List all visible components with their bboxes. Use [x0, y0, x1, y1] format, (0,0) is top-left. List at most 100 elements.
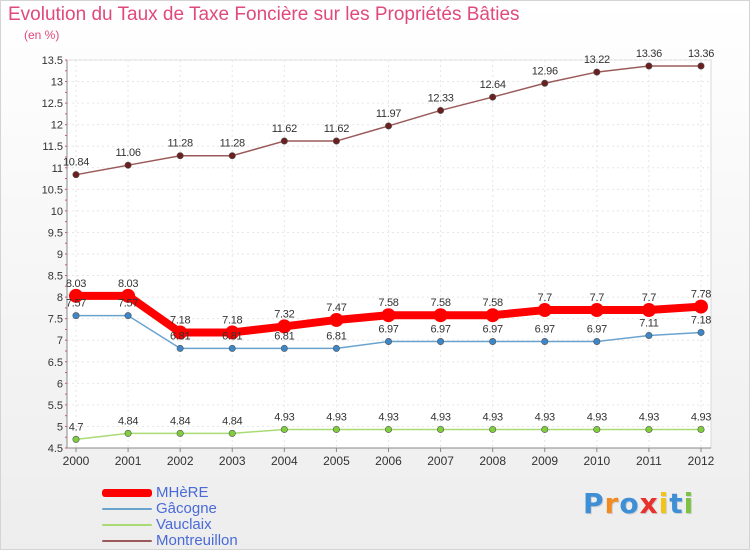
data-point — [72, 171, 80, 179]
data-point — [489, 425, 497, 433]
x-tick-label: 2003 — [219, 454, 246, 468]
data-point — [489, 93, 497, 101]
data-label: 4.93 — [430, 411, 450, 423]
y-tick-label: 4.5 — [48, 443, 63, 455]
data-point — [645, 62, 653, 70]
legend-item: MHèRE — [102, 485, 238, 501]
y-tick-label: 7.5 — [48, 314, 63, 326]
data-label: 11.62 — [324, 123, 349, 135]
x-tick-label: 2009 — [531, 454, 558, 468]
data-point — [437, 106, 445, 114]
legend: MHèRE Gâcogne Vauclaix Montreuillon — [102, 485, 238, 549]
data-point — [381, 308, 396, 323]
data-label: 12.33 — [428, 92, 454, 104]
data-label: 7.32 — [274, 308, 294, 320]
data-point — [69, 288, 83, 303]
y-axis-unit: (en %) — [24, 28, 60, 42]
data-point — [124, 429, 132, 437]
data-point — [228, 429, 236, 437]
data-label: 4.93 — [535, 411, 555, 423]
y-tick-label: 12.5 — [42, 98, 63, 110]
data-point — [332, 344, 340, 352]
data-label: 6.81 — [274, 330, 294, 342]
data-point — [641, 303, 656, 318]
data-point — [433, 308, 448, 323]
data-point — [176, 429, 184, 437]
y-tick-label: 5.5 — [48, 400, 63, 412]
data-point — [593, 68, 601, 76]
data-point — [228, 344, 236, 352]
y-tick-label: 5 — [57, 421, 63, 433]
y-tick-label: 7 — [57, 335, 63, 347]
data-point — [124, 312, 132, 320]
data-point — [280, 344, 288, 352]
data-label: 6.97 — [483, 324, 503, 336]
legend-label: Montreuillon — [156, 532, 238, 549]
logo-letter: P — [583, 487, 605, 520]
y-tick-label: 12 — [51, 120, 63, 132]
data-point — [537, 303, 552, 318]
data-point — [589, 303, 604, 318]
data-point — [228, 152, 236, 160]
data-label: 6.97 — [378, 324, 398, 336]
data-point — [384, 338, 392, 346]
data-point — [384, 122, 392, 130]
legend-swatch — [102, 508, 152, 510]
data-label: 4.93 — [587, 411, 607, 423]
y-tick-label: 11.5 — [42, 141, 63, 153]
x-tick-label: 2008 — [479, 454, 506, 468]
data-point — [541, 425, 549, 433]
data-point — [437, 425, 445, 433]
data-label: 12.96 — [532, 65, 558, 77]
series-layer — [69, 62, 708, 443]
data-point — [645, 331, 653, 339]
data-label: 7.18 — [691, 314, 711, 326]
data-point — [329, 312, 344, 327]
legend-label: MHèRE — [156, 484, 209, 501]
x-tick-label: 2002 — [167, 454, 194, 468]
logo-letter: i — [683, 487, 695, 520]
data-label: 7.47 — [326, 302, 346, 314]
y-tick-label: 13 — [51, 77, 63, 89]
data-point — [176, 344, 184, 352]
data-label: 13.22 — [584, 54, 610, 66]
data-label: 4.93 — [378, 411, 398, 423]
data-label: 4.93 — [639, 411, 659, 423]
proxiti-logo: Proxiti — [583, 487, 694, 520]
data-point — [541, 79, 549, 87]
x-tick-label: 2012 — [688, 454, 715, 468]
logo-letter: o — [619, 487, 640, 520]
data-point — [72, 435, 80, 443]
y-tick-label: 10.5 — [42, 184, 63, 196]
data-point — [124, 161, 132, 169]
data-point — [489, 338, 497, 346]
data-label: 7.58 — [483, 297, 503, 309]
x-tick-label: 2001 — [115, 454, 142, 468]
data-point — [280, 425, 288, 433]
data-point — [173, 325, 188, 340]
data-label: 4.93 — [326, 411, 346, 423]
y-tick-label: 8.5 — [48, 271, 63, 283]
data-label: 7.18 — [222, 314, 242, 326]
legend-item: Montreuillon — [102, 533, 238, 549]
data-point — [121, 288, 136, 303]
data-point — [437, 338, 445, 346]
chart-title: Evolution du Taux de Taxe Foncière sur l… — [8, 4, 520, 25]
data-label: 7.57 — [66, 298, 86, 310]
data-label: 4.93 — [483, 411, 503, 423]
data-label: 4.7 — [69, 421, 84, 433]
data-label: 6.81 — [170, 330, 190, 342]
data-label: 7.7 — [642, 292, 657, 304]
y-tick-label: 9 — [57, 249, 63, 261]
data-label: 7.7 — [590, 292, 605, 304]
data-label: 4.84 — [118, 415, 138, 427]
legend-label: Gâcogne — [156, 500, 217, 517]
data-label: 7.7 — [538, 292, 553, 304]
data-label: 11.06 — [115, 147, 140, 159]
data-label: 4.93 — [691, 411, 711, 423]
axis-layer: 4.555.566.577.588.599.51010.51111.51212.… — [42, 55, 715, 468]
data-label: 6.97 — [535, 324, 555, 336]
data-point — [697, 425, 705, 433]
data-point — [485, 308, 500, 323]
data-label: 10.84 — [63, 157, 89, 169]
